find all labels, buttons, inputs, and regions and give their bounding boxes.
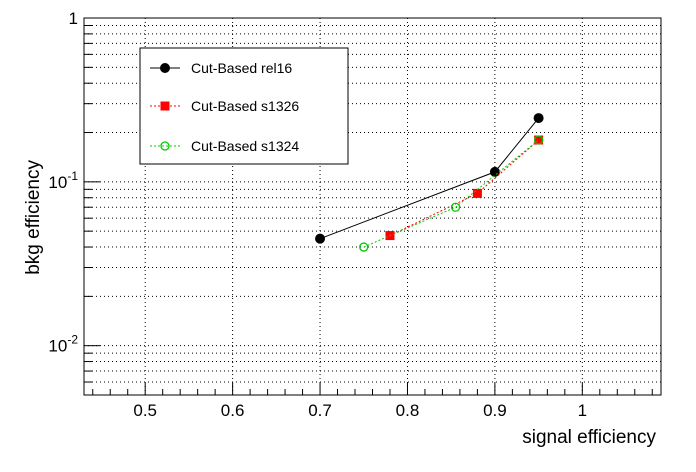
data-point-3: [359, 242, 369, 252]
x-tick-label: 0.7: [308, 401, 332, 420]
series-line-1: [319, 117, 539, 240]
series-line-3: [363, 139, 539, 248]
y-tick-label: 1: [69, 9, 78, 28]
x-tick-label: 0.8: [396, 401, 420, 420]
data-point-1: [533, 113, 544, 124]
data-point-1: [315, 233, 326, 244]
series-line-2: [389, 139, 539, 237]
legend-label-3: Cut-Based s1324: [191, 138, 299, 154]
axes: 0.5 0.6 0.7 0.8 0.9 1 1 10-1 10-2: [48, 9, 662, 420]
series-layer: [315, 113, 544, 252]
y-axis-label: bkg efficiency: [23, 160, 44, 275]
y-tick-label: 10-1: [48, 169, 78, 192]
data-point-3: [533, 135, 544, 145]
legend-marker-2: [160, 101, 170, 111]
legend: Cut-Based rel16 Cut-Based s1326 Cut-Based …: [139, 47, 349, 165]
data-point-2: [534, 135, 544, 145]
x-tick-label: 0.5: [133, 401, 157, 420]
x-axis-label: signal efficiency: [522, 427, 656, 448]
legend-marker-1: [160, 63, 170, 73]
data-point-2: [472, 188, 482, 198]
legend-label-1: Cut-Based rel16: [191, 60, 292, 76]
y-tick-label: 10-2: [48, 333, 78, 356]
x-tick-label: 0.6: [221, 401, 245, 420]
x-tick-label: 1: [578, 401, 587, 420]
legend-marker-3: [160, 141, 170, 151]
x-tick-label: 0.9: [483, 401, 507, 420]
data-point-3: [450, 202, 461, 212]
legend-label-2: Cut-Based s1326: [191, 98, 299, 114]
